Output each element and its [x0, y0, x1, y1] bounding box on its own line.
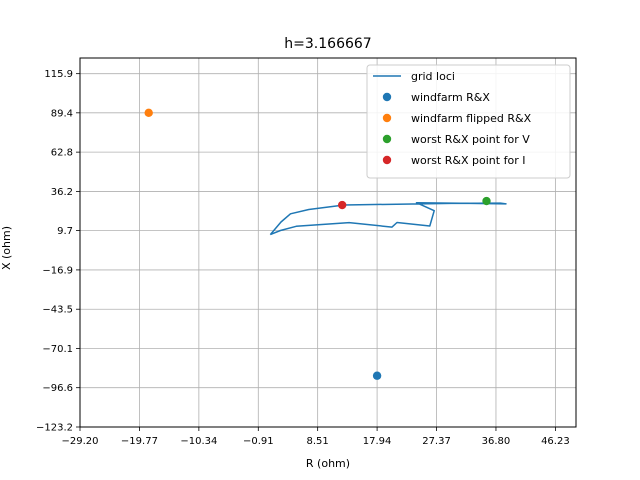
- y-tick-label: 115.9: [44, 69, 73, 80]
- series-point-2: [144, 108, 153, 118]
- legend-swatch: [382, 155, 392, 165]
- plot-frame: [79, 57, 577, 428]
- x-tick-label: 36.80: [482, 436, 511, 447]
- x-tick-label: 27.37: [422, 436, 451, 447]
- y-tick-label: −16.9: [42, 265, 73, 276]
- y-tick-label: 62.8: [51, 148, 73, 159]
- series-point-3: [482, 196, 491, 206]
- y-axis-title: X (ohm): [0, 226, 13, 270]
- x-tick-label: 8.51: [307, 436, 329, 447]
- x-axis-title: R (ohm): [306, 457, 350, 470]
- legend-swatch: [382, 92, 392, 102]
- plot-area: [144, 108, 507, 380]
- y-tick-label: −96.6: [42, 383, 73, 394]
- series-point-1: [372, 371, 382, 380]
- legend-swatch: [382, 134, 392, 144]
- legend: grid loci windfarm R&X windfarm flipped R&…: [366, 64, 571, 179]
- y-tick-label: 89.4: [51, 108, 73, 119]
- legend-box: [366, 64, 571, 179]
- y-tick-label: −123.2: [36, 423, 73, 434]
- legend-label: grid loci: [411, 70, 455, 83]
- x-tick-label: −19.77: [121, 436, 158, 447]
- y-tick-label: −70.1: [42, 344, 73, 355]
- legend-swatch: [382, 113, 392, 123]
- y-tick-label: 9.7: [57, 226, 73, 237]
- series-point-4: [337, 200, 347, 210]
- y-tick-label: 36.2: [51, 187, 73, 198]
- legend-label: worst R&X point for V: [411, 133, 530, 146]
- x-tick-label: −10.34: [180, 436, 217, 447]
- x-tick-label: 46.23: [541, 436, 570, 447]
- x-tick-label: 17.94: [363, 436, 392, 447]
- x-tick-label: −29.20: [61, 436, 98, 447]
- legend-label: worst R&X point for I: [411, 154, 525, 167]
- x-tick-label: −0.91: [243, 436, 274, 447]
- legend-label: windfarm flipped R&X: [411, 112, 532, 125]
- series-line-grid-loci: [269, 201, 507, 236]
- legend-label: windfarm R&X: [411, 91, 490, 104]
- axis-ticks: −29.20 −19.77 −10.34 −0.91 8.51 17.94 27.37 36.…: [36, 69, 570, 447]
- chart-title: h=3.166667: [284, 36, 371, 52]
- y-tick-label: −43.5: [42, 305, 73, 316]
